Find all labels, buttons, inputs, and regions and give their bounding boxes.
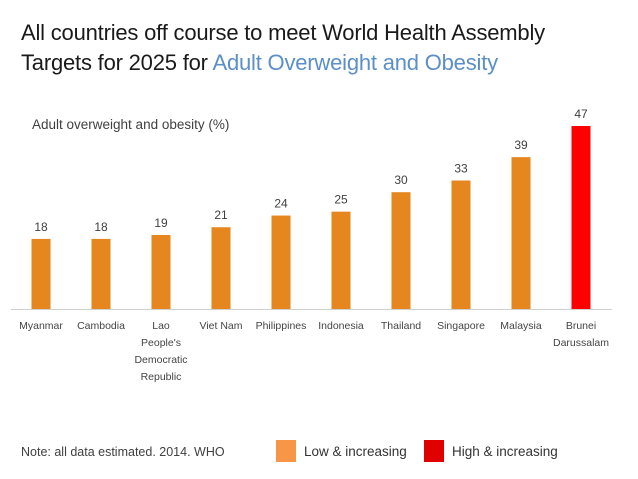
source-note: Note: all data estimated. 2014. WHO: [21, 445, 225, 459]
data-label: 30: [394, 173, 408, 187]
x-tick-label: Democratic: [134, 354, 187, 366]
x-tick-label: Brunei: [566, 320, 596, 332]
title-line-1: All countries off course to meet World H…: [21, 20, 545, 45]
bar-chart: 18 Myanmar 18 Cambodia 19 Lao People's Democrat…: [11, 107, 612, 383]
x-tick-label: Myanmar: [19, 320, 63, 332]
x-tick-label: Thailand: [381, 320, 421, 332]
bar-philippines: [271, 215, 291, 309]
bar-cambodia: [91, 238, 111, 309]
x-tick-label: Malaysia: [500, 320, 542, 332]
x-tick-label: Cambodia: [77, 320, 125, 332]
data-label: 33: [454, 162, 468, 176]
x-tick-label: Viet Nam: [200, 320, 243, 332]
x-tick-label: Darussalam: [553, 337, 609, 349]
bar-brunei-darussalam: [571, 126, 591, 309]
chart-title: All countries off course to meet World H…: [21, 18, 545, 78]
data-label: 39: [514, 138, 528, 152]
x-tick-label: Singapore: [437, 320, 485, 332]
data-label: 21: [214, 208, 228, 222]
data-label: 47: [574, 107, 588, 121]
x-tick-label: People's: [141, 337, 181, 349]
data-label: 25: [334, 193, 348, 207]
title-line-2: Targets for 2025 for Adult Overweight an…: [21, 48, 545, 78]
bar-thailand: [391, 192, 411, 309]
legend-swatch-high: [424, 440, 444, 462]
x-tick-label: Lao: [152, 320, 170, 332]
legend-swatch-low: [276, 440, 296, 462]
data-label: 18: [34, 220, 48, 234]
bar-malaysia: [511, 157, 531, 309]
bar-singapore: [451, 180, 471, 309]
bar-lao-people-s-democratic-republic: [151, 235, 171, 309]
bar-myanmar: [31, 238, 51, 309]
bar-indonesia: [331, 211, 351, 309]
y-axis-label: Adult overweight and obesity (%): [32, 117, 230, 132]
title-highlight: Adult Overweight and Obesity: [212, 50, 498, 75]
x-tick-label: Indonesia: [318, 320, 364, 332]
legend-item-high: High & increasing: [424, 440, 558, 462]
data-label: 18: [94, 220, 108, 234]
data-label: 19: [154, 216, 168, 230]
legend-label-low: Low & increasing: [304, 443, 407, 459]
x-tick-label: Philippines: [256, 320, 307, 332]
bar-viet-nam: [211, 227, 231, 309]
legend-label-high: High & increasing: [452, 443, 558, 459]
x-tick-label: Republic: [141, 371, 182, 383]
legend-item-low: Low & increasing: [276, 440, 407, 462]
data-label: 24: [274, 197, 288, 211]
title-line-2-prefix: Targets for 2025 for: [21, 50, 213, 75]
